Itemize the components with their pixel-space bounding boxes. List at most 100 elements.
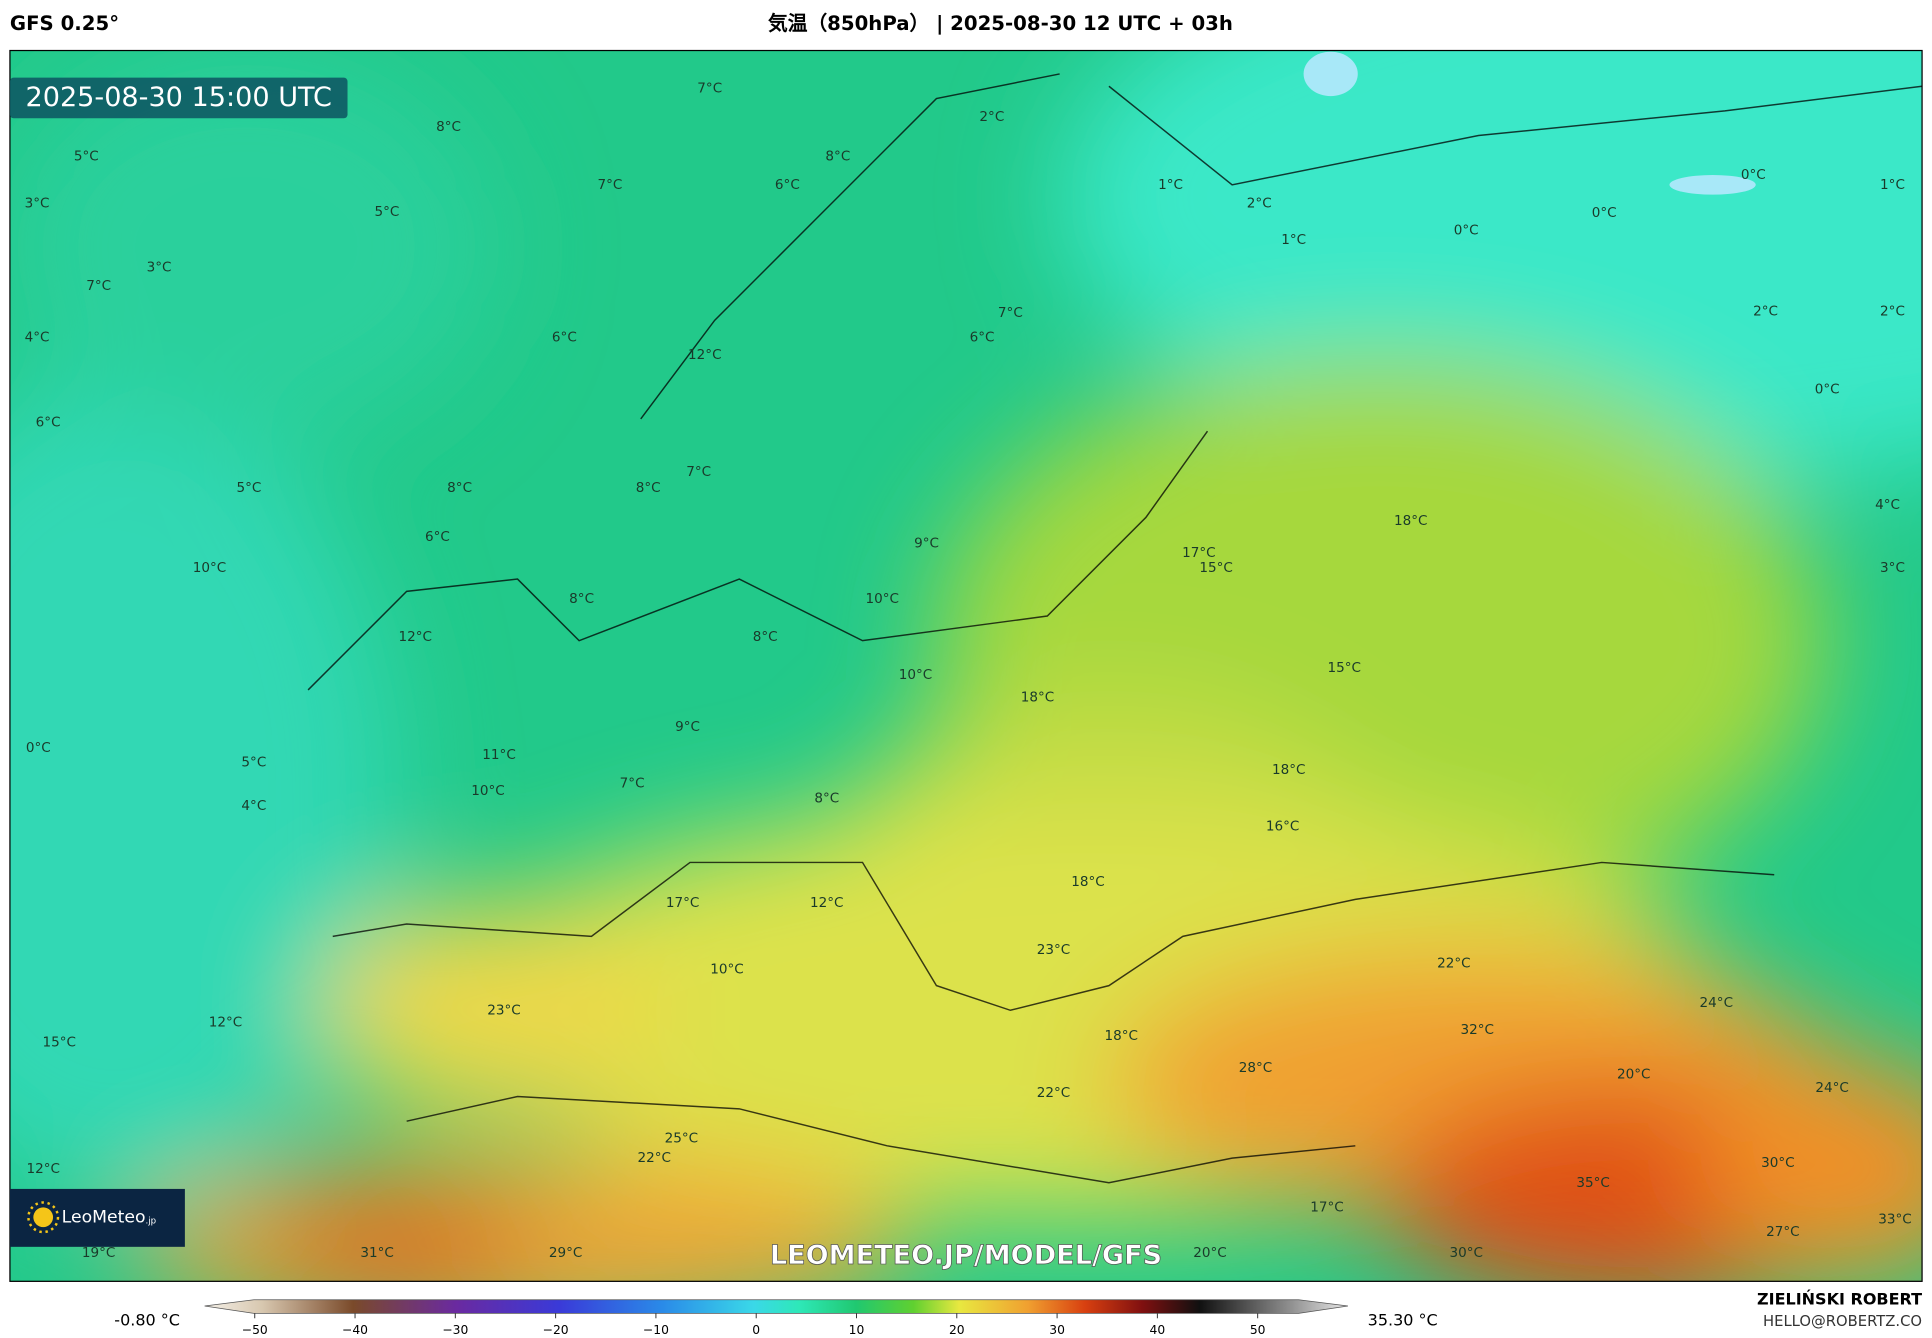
temperature-label: 32°C bbox=[1461, 1022, 1494, 1038]
colorbar-tick-label: 20 bbox=[949, 1323, 965, 1337]
temperature-label: 9°C bbox=[914, 535, 939, 551]
temperature-label: 30°C bbox=[1449, 1245, 1482, 1261]
temperature-label: 20°C bbox=[1617, 1066, 1650, 1082]
colorbar bbox=[204, 1299, 1348, 1314]
temperature-label: 0°C bbox=[1454, 222, 1479, 238]
footer-author: ZIELIŃSKI ROBERT bbox=[1757, 1289, 1922, 1308]
temperature-label: 1°C bbox=[1158, 177, 1183, 193]
colorbar-tick-label: −10 bbox=[643, 1323, 669, 1337]
temperature-label: 0°C bbox=[26, 740, 51, 756]
temperature-label: 8°C bbox=[814, 790, 839, 806]
temperature-label: 18°C bbox=[1272, 762, 1305, 778]
temperature-label: 8°C bbox=[825, 148, 850, 164]
colorbar-tick-label: −30 bbox=[442, 1323, 468, 1337]
colorbar-tick-label: 10 bbox=[849, 1323, 865, 1337]
temperature-label: 3°C bbox=[1880, 560, 1905, 576]
colorbar-min: -0.80 °C bbox=[114, 1310, 180, 1329]
model-label: GFS 0.25° bbox=[10, 12, 119, 35]
colorbar-max: 35.30 °C bbox=[1368, 1310, 1438, 1329]
temperature-label: 6°C bbox=[36, 415, 61, 431]
temperature-label: 5°C bbox=[375, 204, 400, 220]
watermark: LEOMETEO.JP/MODEL/GFS bbox=[770, 1240, 1162, 1271]
temperature-label: 24°C bbox=[1815, 1080, 1848, 1096]
temperature-label: 15°C bbox=[1327, 660, 1360, 676]
colorbar-tick-label: 40 bbox=[1150, 1323, 1166, 1337]
temperature-label: 0°C bbox=[1815, 381, 1840, 397]
temperature-label: 3°C bbox=[147, 259, 172, 275]
colorbar-tick-label: −20 bbox=[543, 1323, 569, 1337]
temperature-label: 10°C bbox=[710, 962, 743, 978]
temperature-label: 29°C bbox=[549, 1245, 582, 1261]
colorbar-tick-label: −40 bbox=[342, 1323, 368, 1337]
temperature-label: 22°C bbox=[1437, 955, 1470, 971]
temperature-label: 23°C bbox=[1037, 942, 1070, 958]
temperature-label: 16°C bbox=[1266, 819, 1299, 835]
temperature-label: 7°C bbox=[86, 278, 111, 294]
temperature-label: 18°C bbox=[1104, 1028, 1137, 1044]
temperature-label: 22°C bbox=[638, 1150, 671, 1166]
temperature-label: 28°C bbox=[1239, 1060, 1272, 1076]
colorbar-tick-label: 50 bbox=[1250, 1323, 1266, 1337]
temperature-label: 23°C bbox=[487, 1002, 520, 1018]
temperature-label: 6°C bbox=[775, 177, 800, 193]
temperature-label: 7°C bbox=[620, 776, 645, 792]
temperature-label: 24°C bbox=[1700, 995, 1733, 1011]
temperature-label: 12°C bbox=[688, 347, 721, 363]
temperature-label: 20°C bbox=[1193, 1245, 1226, 1261]
temperature-label: 6°C bbox=[552, 330, 577, 346]
temperature-label: 33°C bbox=[1878, 1212, 1911, 1228]
temperature-label: 18°C bbox=[1071, 874, 1104, 890]
temperature-label: 22°C bbox=[1037, 1085, 1070, 1101]
logo-name: LeoMeteo bbox=[62, 1207, 146, 1227]
temperature-label: 8°C bbox=[569, 591, 594, 607]
temperature-label: 9°C bbox=[675, 719, 700, 735]
temperature-label: 6°C bbox=[970, 330, 995, 346]
temperature-label: 2°C bbox=[979, 109, 1004, 125]
temperature-label: 15°C bbox=[42, 1034, 75, 1050]
temperature-label: 18°C bbox=[1021, 689, 1054, 705]
temperature-label: 19°C bbox=[82, 1245, 115, 1261]
colorbar-tick-label: 0 bbox=[752, 1323, 760, 1337]
temperature-label: 8°C bbox=[436, 119, 461, 135]
temperature-label: 0°C bbox=[1741, 167, 1766, 183]
temperature-label: 7°C bbox=[697, 81, 722, 97]
temperature-label: 10°C bbox=[471, 783, 504, 799]
temperature-label: 12°C bbox=[26, 1161, 59, 1177]
temperature-label: 2°C bbox=[1880, 304, 1905, 320]
footer-email: HELLO@ROBERTZ.CO bbox=[1763, 1313, 1922, 1330]
temperature-label: 1°C bbox=[1281, 232, 1306, 248]
temperature-label: 5°C bbox=[237, 480, 262, 496]
temperature-label: 4°C bbox=[25, 330, 50, 346]
temperature-label: 4°C bbox=[1875, 497, 1900, 513]
temperature-label: 31°C bbox=[360, 1245, 393, 1261]
timestamp: 2025-08-30 15:00 UTC bbox=[25, 82, 331, 113]
temperature-label: 15°C bbox=[1199, 560, 1232, 576]
temperature-label: 3°C bbox=[25, 195, 50, 211]
temperature-label: 10°C bbox=[193, 560, 226, 576]
temperature-label: 7°C bbox=[598, 177, 623, 193]
temperature-label: 5°C bbox=[74, 148, 99, 164]
temperature-label: 12°C bbox=[209, 1015, 242, 1031]
temperature-label: 8°C bbox=[447, 480, 472, 496]
temperature-label: 8°C bbox=[753, 629, 778, 645]
temperature-label: 17°C bbox=[1310, 1199, 1343, 1215]
temperature-label: 4°C bbox=[241, 798, 266, 814]
temperature-label: 27°C bbox=[1766, 1224, 1799, 1240]
temperature-label: 6°C bbox=[425, 529, 450, 545]
temperature-label: 10°C bbox=[899, 667, 932, 683]
temperature-label: 7°C bbox=[686, 464, 711, 480]
temperature-label: 35°C bbox=[1576, 1175, 1609, 1191]
temperature-label: 8°C bbox=[636, 480, 661, 496]
temperature-label: 5°C bbox=[241, 755, 266, 771]
temperature-label: 11°C bbox=[482, 747, 515, 763]
temperature-label: 7°C bbox=[998, 305, 1023, 321]
map-title: 気温（850hPa） | 2025-08-30 12 UTC + 03h bbox=[768, 12, 1233, 35]
temperature-label: 1°C bbox=[1880, 177, 1905, 193]
temperature-label: 0°C bbox=[1592, 205, 1617, 221]
temperature-label: 2°C bbox=[1247, 195, 1272, 211]
colorbar-tick-label: 30 bbox=[1049, 1323, 1065, 1337]
colorbar-tick-label: −50 bbox=[242, 1323, 268, 1337]
